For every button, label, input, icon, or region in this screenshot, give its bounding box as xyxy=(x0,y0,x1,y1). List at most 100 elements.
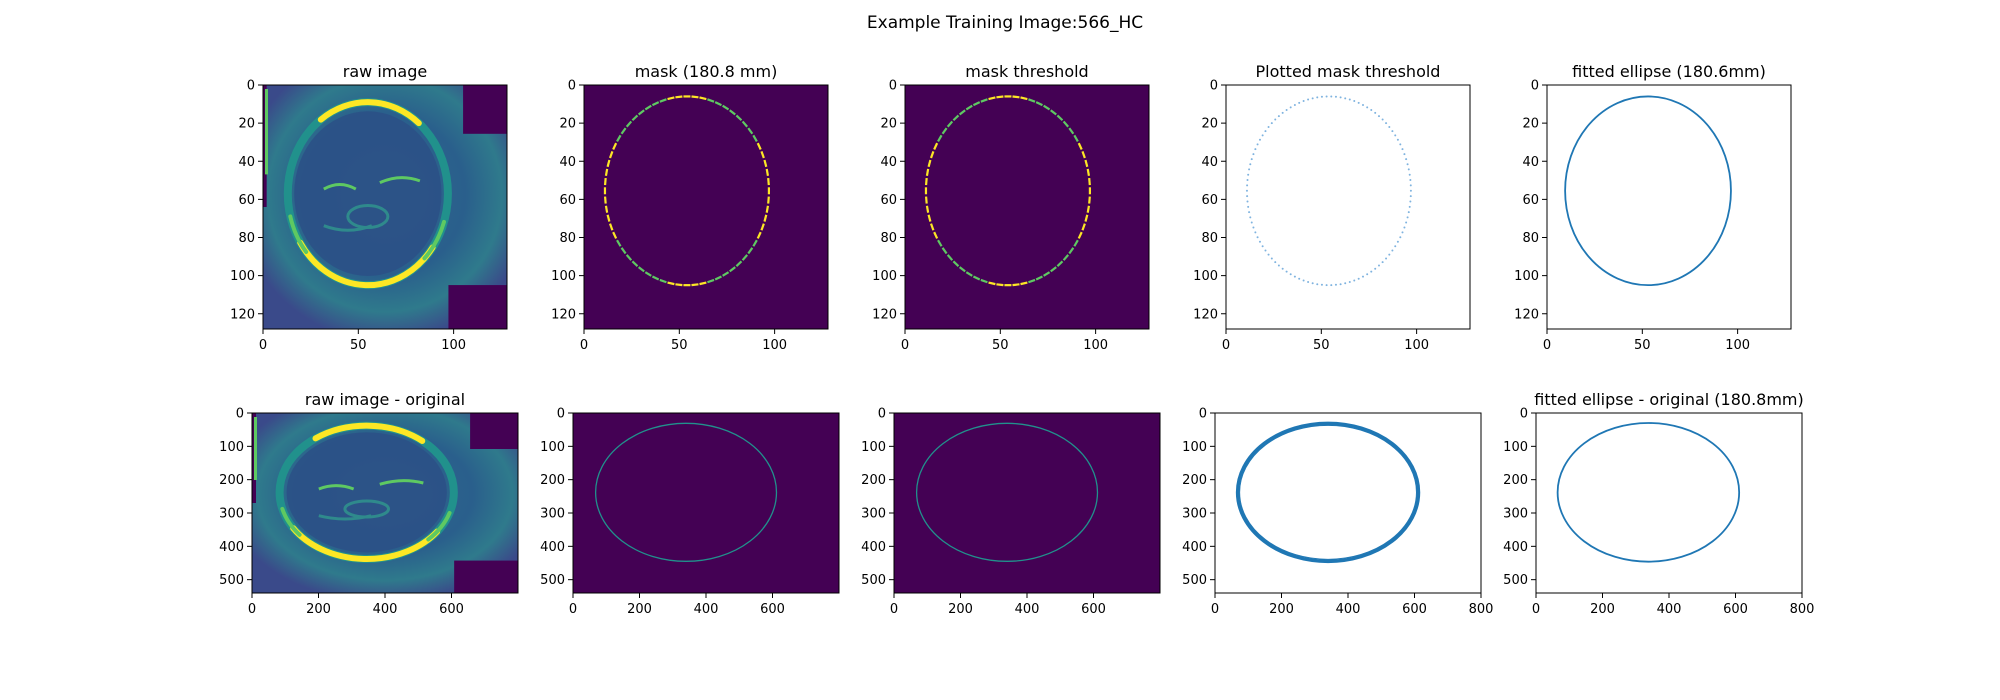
mask-point xyxy=(980,98,988,103)
scatter-point xyxy=(1399,236,1402,239)
panel-title: fitted ellipse (180.6mm) xyxy=(1572,62,1766,81)
y-tick-label: 500 xyxy=(219,573,244,588)
axes-frame xyxy=(1214,412,1482,594)
panel-title: raw image - original xyxy=(305,390,465,409)
scatter-point xyxy=(1258,138,1261,141)
mask-point xyxy=(996,283,1004,287)
mask-point xyxy=(616,239,622,247)
scatter-point xyxy=(1307,98,1310,101)
mask-point xyxy=(1088,196,1091,204)
scatter-point xyxy=(1385,122,1388,125)
mask-point xyxy=(1050,266,1057,273)
y-tick-label: 40 xyxy=(1522,155,1539,170)
y-tick-label: 0 xyxy=(568,79,576,94)
mask-point xyxy=(612,231,618,239)
mask-point xyxy=(760,151,765,159)
scatter-point xyxy=(1409,189,1412,192)
mask-background xyxy=(573,413,839,593)
mask-point xyxy=(1028,98,1036,103)
mask-point xyxy=(1028,278,1036,284)
y-tick-label: 80 xyxy=(880,231,897,246)
y-tick-label: 120 xyxy=(872,307,897,322)
x-tick-label: 0 xyxy=(1222,338,1230,353)
scatter-point xyxy=(1254,148,1257,151)
y-tick-label: 80 xyxy=(1201,231,1218,246)
scatter-point xyxy=(1409,179,1412,182)
mask-point xyxy=(604,168,609,177)
scatter-point xyxy=(1394,245,1397,248)
y-tick-label: 40 xyxy=(880,155,897,170)
head-interior xyxy=(294,111,442,277)
mask-point xyxy=(767,196,770,204)
mask-point xyxy=(608,151,614,159)
scatter-point xyxy=(1293,275,1296,278)
scatter-point xyxy=(1302,279,1305,282)
mask-point xyxy=(756,142,762,150)
mask-point xyxy=(972,275,981,281)
mask-background xyxy=(905,85,1149,329)
mask-point xyxy=(765,205,770,213)
mask-point xyxy=(604,205,609,213)
y-tick-label: 200 xyxy=(1503,473,1528,488)
plot-area xyxy=(252,413,518,593)
mask-point xyxy=(747,127,754,135)
scatter-point xyxy=(1330,284,1333,287)
mask-point xyxy=(637,266,645,273)
scatter-point xyxy=(1406,163,1409,166)
scatter-point xyxy=(1388,253,1391,256)
mask-point xyxy=(965,271,973,277)
scatter-point xyxy=(1339,96,1342,99)
y-tick-label: 40 xyxy=(238,155,255,170)
image-corner xyxy=(470,413,518,449)
mask-point xyxy=(620,247,627,255)
y-tick-label: 60 xyxy=(1201,193,1218,208)
mask-point xyxy=(925,168,930,177)
scatter-point xyxy=(1381,261,1384,264)
mask-point xyxy=(1081,223,1086,231)
y-tick-label: 60 xyxy=(238,193,255,208)
y-tick-label: 20 xyxy=(880,117,897,132)
mask-point xyxy=(722,104,730,111)
y-tick-label: 400 xyxy=(219,540,244,555)
x-tick-label: 0 xyxy=(890,602,898,617)
axes-frame xyxy=(262,84,508,330)
y-tick-label: 100 xyxy=(1503,440,1528,455)
mask-point xyxy=(1086,205,1091,213)
mask-point xyxy=(735,260,743,267)
mask-point xyxy=(929,151,935,159)
scatter-point xyxy=(1246,179,1249,182)
scatter-point xyxy=(1316,283,1319,286)
bright-echo-arc xyxy=(422,219,446,261)
scatter-point xyxy=(1353,100,1356,103)
scatter-point xyxy=(1334,95,1337,98)
panel-plotted-mask-threshold: 0 50 100 0 20 40 60 80 100 120 Plotted mask thresh… xyxy=(1193,62,1471,353)
scatter-point xyxy=(1246,200,1249,203)
mask-point xyxy=(952,114,960,122)
mask-point xyxy=(699,96,707,101)
y-tick-label: 120 xyxy=(1514,307,1539,322)
x-tick-label: 50 xyxy=(671,338,688,353)
scatter-point xyxy=(1256,143,1259,146)
scatter-point xyxy=(1334,283,1337,286)
x-tick-label: 400 xyxy=(694,602,719,617)
scatter-point xyxy=(1252,226,1255,229)
mask-point xyxy=(1056,260,1064,267)
scatter-point xyxy=(1289,273,1292,276)
x-tick-label: 50 xyxy=(1313,338,1330,353)
scatter-point xyxy=(1298,101,1301,104)
y-tick-label: 60 xyxy=(1522,193,1539,208)
y-tick-label: 60 xyxy=(559,193,576,208)
scatter-point xyxy=(1302,100,1305,103)
mask-point xyxy=(925,205,930,213)
mask-point xyxy=(972,101,981,107)
mask-point xyxy=(980,278,988,284)
mask-point xyxy=(606,159,611,168)
scatter-point xyxy=(1366,106,1369,109)
panel-title: mask (180.8 mm) xyxy=(635,62,778,81)
inner-structure xyxy=(379,176,421,185)
plot-area xyxy=(905,85,1149,329)
panel-title: fitted ellipse - original (180.8mm) xyxy=(1534,390,1804,409)
y-tick-label: 100 xyxy=(219,440,244,455)
inner-structure xyxy=(318,484,355,491)
scatter-point xyxy=(1285,270,1288,273)
